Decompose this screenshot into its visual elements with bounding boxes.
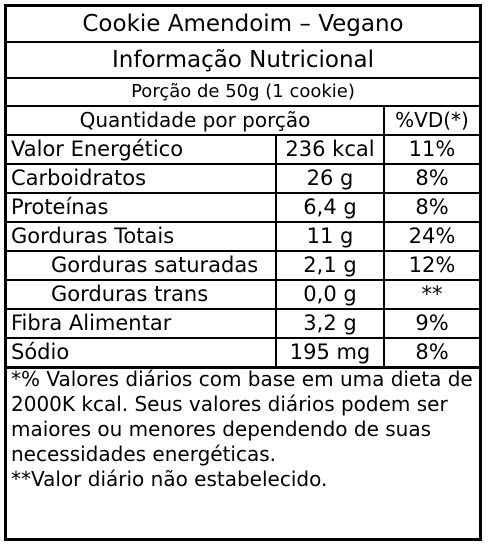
quantity-column-header: Quantidade por porção [7, 107, 385, 134]
nutrient-amount: 236 kcal [275, 136, 385, 163]
nutrient-name: Proteínas [11, 195, 109, 219]
nutrient-name: Gorduras trans [51, 282, 209, 306]
nutrient-amount: 26 g [275, 165, 385, 192]
nutrient-amount: 2,1 g [275, 252, 385, 279]
nutrient-daily-value: 8% [415, 166, 449, 190]
nutrient-row-proteins: Proteínas 6,4 g 8% [7, 194, 479, 223]
nutrient-row-fiber: Fibra Alimentar 3,2 g 9% [7, 310, 479, 339]
daily-value-column-header: %VD(*) [395, 108, 469, 132]
nutrient-row-sodium: Sódio 195 mg 8% [7, 339, 479, 369]
nutrient-amount: 11 g [275, 223, 385, 250]
nutrient-amount: 0,0 g [275, 281, 385, 308]
nutrient-amount: 195 mg [275, 339, 385, 366]
nutrient-row-trans-fat: Gorduras trans 0,0 g ** [7, 281, 479, 310]
nutrient-amount: 3,2 g [275, 310, 385, 337]
nutrient-name: Carboidratos [11, 166, 147, 190]
nutrient-row-saturated-fat: Gorduras saturadas 2,1 g 12% [7, 252, 479, 281]
footnotes: *% Valores diários com base em uma dieta… [11, 367, 473, 492]
nutrient-daily-value: 11% [408, 137, 456, 161]
nutrient-daily-value: 9% [415, 311, 449, 335]
nutrient-name: Gorduras Totais [11, 224, 175, 248]
nutrient-name: Valor Energético [11, 137, 184, 161]
column-header-row: Quantidade por porção %VD(*) [7, 107, 479, 136]
nutrient-name: Fibra Alimentar [11, 311, 172, 335]
nutrition-heading: Informação Nutricional [7, 43, 479, 79]
daily-value-footnote: *% Valores diários com base em uma dieta… [11, 367, 473, 466]
nutrient-daily-value: 24% [408, 224, 456, 248]
not-established-footnote: **Valor diário não estabelecido. [11, 467, 328, 491]
nutrient-name: Gorduras saturadas [51, 253, 259, 277]
nutrient-row-energy: Valor Energético 236 kcal 11% [7, 136, 479, 165]
nutrient-daily-value: 12% [408, 253, 456, 277]
nutrient-row-total-fat: Gorduras Totais 11 g 24% [7, 223, 479, 252]
nutrition-label: Cookie Amendoim – Vegano Informação Nutr… [4, 4, 482, 541]
nutrient-daily-value: 8% [415, 340, 449, 364]
nutrient-amount: 6,4 g [275, 194, 385, 221]
product-title: Cookie Amendoim – Vegano [7, 7, 479, 43]
nutrient-daily-value: ** [421, 282, 443, 306]
nutrient-name: Sódio [11, 340, 70, 364]
nutrient-daily-value: 8% [415, 195, 449, 219]
nutrient-row-carbohydrates: Carboidratos 26 g 8% [7, 165, 479, 194]
nutrient-table: Valor Energético 236 kcal 11% Carboidrat… [7, 136, 479, 369]
serving-size: Porção de 50g (1 cookie) [7, 79, 479, 107]
